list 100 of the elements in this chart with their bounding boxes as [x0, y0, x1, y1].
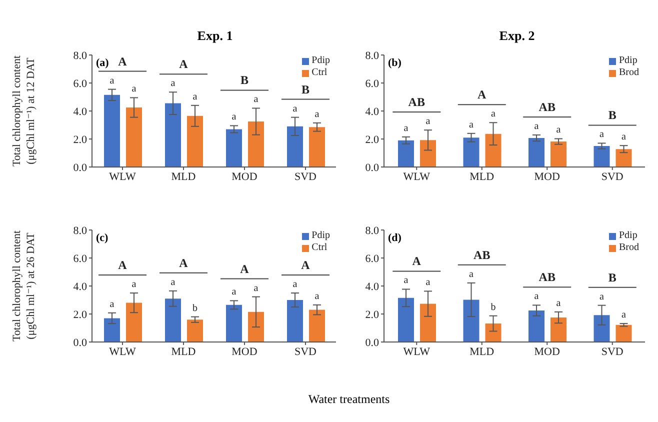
- y-tick-label: 2.0: [73, 308, 88, 321]
- annotation: AB: [538, 100, 556, 114]
- bar: [126, 302, 142, 342]
- legend-label: Pdip: [312, 230, 330, 242]
- bar: [226, 129, 242, 167]
- bar: [485, 134, 502, 167]
- bar: [104, 318, 120, 342]
- data-label: a: [556, 298, 562, 309]
- x-tick-label: SVD: [601, 346, 624, 358]
- bar: [187, 320, 203, 342]
- bar: [398, 298, 414, 342]
- y-axis-title: Total chlorophyll content (μgChl ml⁻¹) at 12 DAT: [11, 55, 37, 167]
- data-label: a: [132, 84, 137, 95]
- bar: [420, 304, 436, 342]
- bar: [309, 127, 325, 167]
- annotation: A: [240, 262, 250, 276]
- bar: [550, 318, 566, 342]
- data-label: a: [600, 291, 605, 302]
- annotation: B: [240, 73, 249, 88]
- bar: [616, 149, 632, 167]
- bar: [616, 324, 632, 342]
- x-tick-label: MLD: [470, 170, 494, 183]
- data-label: a: [292, 103, 298, 114]
- bar: [594, 146, 610, 167]
- annotation: A: [179, 57, 188, 72]
- bar: [309, 310, 325, 342]
- x-tick-label: MLD: [470, 346, 494, 358]
- x-tick-label: MOD: [534, 346, 560, 358]
- bar: [420, 140, 436, 167]
- annotation: AB: [408, 95, 425, 110]
- x-tick-label: MLD: [171, 170, 196, 183]
- legend-label: Ctrl: [312, 242, 328, 254]
- bar: [165, 298, 181, 342]
- chart-title: Exp. 1: [196, 27, 234, 45]
- annotation: B: [608, 270, 616, 284]
- data-label: a: [534, 291, 540, 302]
- x-tick-label: WLW: [109, 346, 136, 358]
- bar: [528, 138, 544, 167]
- bar: [226, 304, 242, 342]
- data-label: a: [254, 282, 259, 294]
- bar: [248, 312, 264, 342]
- annotation: A: [478, 88, 487, 102]
- annotation: (b): [388, 57, 402, 69]
- x-tick-label: WLW: [403, 170, 431, 183]
- bar: [463, 300, 480, 342]
- y-tick-label: 0.0: [73, 162, 88, 174]
- data-label: a: [232, 286, 237, 298]
- annotation: A: [412, 254, 422, 268]
- data-label: a: [622, 310, 627, 321]
- annotation: B: [608, 108, 616, 122]
- data-label: a: [469, 268, 474, 280]
- y-tick-label: 0.0: [365, 336, 380, 349]
- annotation: A: [301, 258, 310, 272]
- data-label: a: [404, 275, 409, 286]
- bar: [550, 142, 566, 167]
- data-label: a: [192, 91, 198, 102]
- y-tick-label: 4.0: [73, 280, 88, 293]
- data-label: a: [170, 276, 176, 288]
- annotation: AB: [538, 270, 556, 284]
- annotation: A: [118, 54, 128, 68]
- data-label: a: [491, 108, 496, 120]
- x-tick-label: SVD: [294, 170, 317, 183]
- x-tick-label: WLW: [403, 346, 431, 358]
- annotation: AB: [474, 248, 490, 262]
- annotation: (a): [96, 57, 109, 69]
- annotation: A: [118, 258, 128, 272]
- x-tick-label: MLD: [171, 346, 196, 358]
- y-tick-label: 0.0: [73, 336, 88, 349]
- legend-label: Brod: [619, 242, 639, 254]
- legend-label: Ctrl: [312, 67, 328, 79]
- data-label: a: [110, 75, 115, 86]
- data-label: a: [132, 279, 137, 290]
- y-tick-label: 8.0: [73, 224, 88, 237]
- data-label: b: [192, 302, 198, 314]
- x-tick-label: MOD: [232, 170, 258, 183]
- y-tick-label: 6.0: [365, 78, 380, 90]
- y-tick-label: 8.0: [365, 50, 380, 62]
- y-tick-label: 6.0: [73, 252, 88, 265]
- data-label: a: [232, 112, 237, 123]
- data-label: a: [292, 279, 298, 290]
- data-label: a: [254, 94, 259, 106]
- bar: [287, 300, 303, 342]
- y-tick-label: 2.0: [73, 134, 88, 146]
- y-tick-label: 6.0: [73, 78, 88, 90]
- annotation: B: [301, 82, 310, 96]
- data-label: a: [426, 116, 431, 128]
- x-axis-title: Water treatments: [307, 392, 391, 407]
- y-tick-label: 4.0: [365, 106, 380, 118]
- y-axis-title: Total chlorophyll content (μgChl ml⁻¹) at 26 DAT: [11, 230, 37, 342]
- y-tick-label: 0.0: [365, 162, 380, 174]
- y-tick-label: 6.0: [365, 252, 380, 265]
- legend-label: Pdip: [312, 55, 330, 67]
- y-tick-label: 2.0: [365, 134, 380, 146]
- y-tick-label: 4.0: [365, 280, 380, 293]
- data-label: a: [170, 78, 176, 90]
- data-label: a: [534, 120, 540, 132]
- annotation: (d): [388, 232, 402, 244]
- bar: [287, 126, 303, 167]
- bar: [248, 122, 264, 167]
- data-label: a: [469, 119, 474, 130]
